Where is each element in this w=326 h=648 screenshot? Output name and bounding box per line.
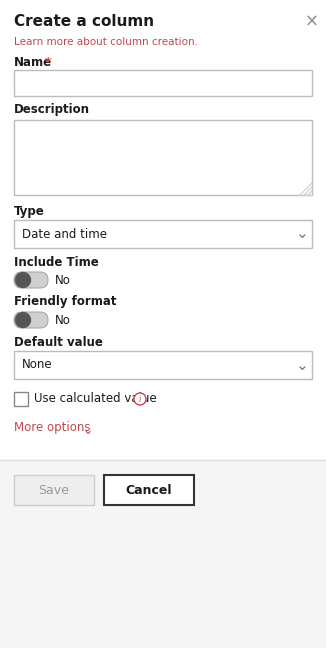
Text: Description: Description [14,104,90,117]
Bar [104,475,194,505]
Text: Default value: Default value [14,336,103,349]
Circle shape [16,273,31,288]
Bar [14,120,312,195]
Text: Date and time: Date and time [22,227,107,240]
Text: Cancel: Cancel [126,483,172,496]
FancyBboxPatch shape [14,272,48,288]
Text: Learn more about column creation.: Learn more about column creation. [14,37,198,47]
Text: Use calculated value: Use calculated value [34,393,157,406]
Text: None: None [22,358,52,371]
Text: *: * [41,56,52,69]
Text: Type: Type [14,205,45,218]
Bar [0,460,326,648]
Text: ×: × [305,13,319,31]
Text: Include Time: Include Time [14,255,99,268]
Text: Create a column: Create a column [14,14,154,30]
Text: Save: Save [38,483,69,496]
Text: ⌄: ⌄ [296,358,308,373]
Bar [14,70,312,96]
Text: More options: More options [14,421,91,435]
Text: ⌄: ⌄ [82,424,93,437]
Text: No: No [55,314,71,327]
FancyBboxPatch shape [14,312,48,328]
Text: ⌄: ⌄ [296,227,308,242]
Bar [14,351,312,379]
Bar [14,475,94,505]
Bar [14,392,28,406]
Circle shape [16,312,31,327]
Circle shape [134,393,146,405]
Text: No: No [55,273,71,286]
Text: Name: Name [14,56,52,69]
Text: i: i [139,395,141,404]
Text: Friendly format: Friendly format [14,295,116,308]
Bar [14,220,312,248]
